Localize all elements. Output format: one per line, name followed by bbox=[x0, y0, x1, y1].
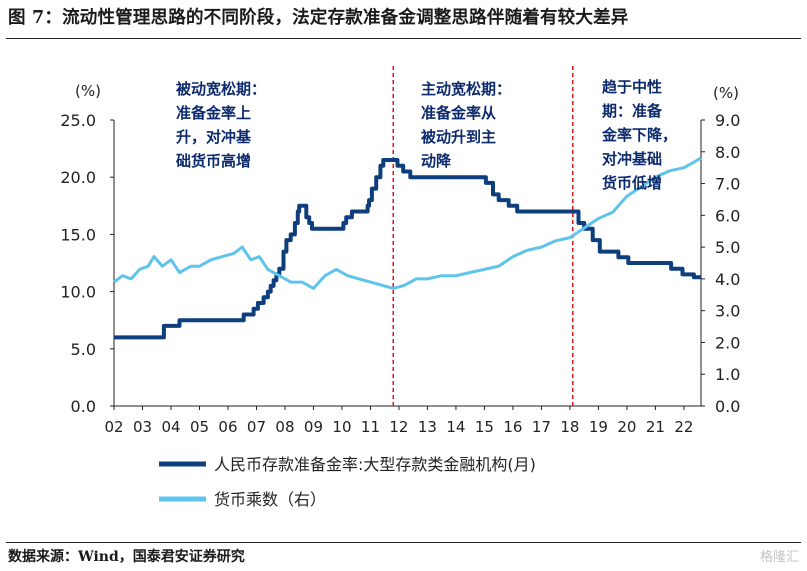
x-tick-label: 21 bbox=[646, 418, 665, 436]
phase-annotation-1-line: 准备金率上 bbox=[176, 104, 251, 122]
figure-title: 图 7：流动性管理思路的不同阶段，法定存款准备金调整思路伴随着有较大差异 bbox=[8, 8, 629, 28]
phase-annotation-1-line: 被动宽松期： bbox=[176, 80, 266, 98]
x-tick-label: 09 bbox=[304, 418, 323, 436]
phase-annotation-3-line: 对冲基础 bbox=[602, 150, 662, 168]
top-rule bbox=[6, 38, 801, 39]
bottom-rule bbox=[6, 542, 801, 543]
right-y-tick-label: 8.0 bbox=[715, 143, 740, 162]
phase-annotation-2-line: 动降 bbox=[421, 152, 452, 170]
right-y-tick-label: 6.0 bbox=[715, 206, 740, 225]
x-tick-label: 07 bbox=[247, 418, 266, 436]
source-note: 数据来源：Wind，国泰君安证券研究 bbox=[8, 549, 245, 565]
phase-annotation-3-line: 金率下降， bbox=[601, 126, 677, 144]
x-tick-label: 14 bbox=[446, 418, 465, 436]
watermark-logo: 格隆汇 bbox=[759, 550, 799, 565]
x-tick-label: 16 bbox=[503, 418, 522, 436]
x-tick-label: 05 bbox=[190, 418, 209, 436]
x-tick-label: 22 bbox=[674, 418, 693, 436]
right-y-tick-label: 3.0 bbox=[715, 302, 740, 321]
phase-annotation-2-line: 主动宽松期： bbox=[421, 80, 511, 98]
x-tick-label: 20 bbox=[617, 418, 636, 436]
right-y-tick-label: 9.0 bbox=[715, 111, 740, 130]
phase-annotation-3-line: 期：准备 bbox=[602, 102, 663, 120]
money-multiplier-line bbox=[113, 156, 702, 290]
left-y-tick-label: 20.0 bbox=[60, 168, 96, 187]
phase-annotation-1-line: 升，对冲基 bbox=[176, 128, 252, 146]
x-tick-label: 12 bbox=[389, 418, 408, 436]
phase-annotation-2-line: 被动升到主 bbox=[421, 128, 496, 146]
legend-label-money-multiplier: 货币乘数（右） bbox=[214, 490, 326, 509]
legend-label-reserve-ratio: 人民币存款准备金率:大型存款类金融机构(月) bbox=[214, 455, 536, 474]
left-y-tick-label: 10.0 bbox=[60, 283, 96, 302]
left-y-tick-label: 0.0 bbox=[71, 397, 96, 416]
x-tick-label: 17 bbox=[532, 418, 551, 436]
x-tick-label: 15 bbox=[475, 418, 494, 436]
left-y-tick-label: 15.0 bbox=[60, 225, 96, 244]
x-tick-label: 03 bbox=[133, 418, 152, 436]
x-tick-label: 08 bbox=[275, 418, 294, 436]
x-tick-label: 10 bbox=[332, 418, 351, 436]
x-tick-label: 02 bbox=[104, 418, 123, 436]
right-y-tick-label: 1.0 bbox=[715, 365, 740, 384]
x-tick-label: 11 bbox=[361, 418, 380, 436]
x-tick-label: 06 bbox=[218, 418, 237, 436]
x-tick-label: 19 bbox=[589, 418, 608, 436]
chart: (%) (%) 0.0 5.0 10.0 15.0 20.0 25.0 0.0 1.0 2.0 3.0… bbox=[60, 66, 740, 509]
x-tick-label: 18 bbox=[560, 418, 579, 436]
phase-annotation-1-line: 础货币高增 bbox=[176, 152, 251, 170]
phase-annotation-3-line: 货币低增 bbox=[602, 174, 662, 192]
right-y-tick-label: 4.0 bbox=[715, 270, 740, 289]
right-y-tick-label: 7.0 bbox=[715, 175, 740, 194]
left-y-tick-label: 5.0 bbox=[71, 340, 96, 359]
right-y-tick-label: 5.0 bbox=[715, 238, 740, 257]
left-y-axis-unit: (%) bbox=[75, 82, 101, 100]
x-tick-label: 04 bbox=[161, 418, 180, 436]
right-y-tick-label: 2.0 bbox=[715, 333, 740, 352]
phase-annotation-3-line: 趋于中性 bbox=[602, 78, 662, 96]
right-y-tick-label: 0.0 bbox=[715, 397, 740, 416]
left-y-tick-label: 25.0 bbox=[60, 111, 96, 130]
chart-series bbox=[113, 156, 702, 340]
right-y-axis-unit: (%) bbox=[713, 84, 739, 102]
phase-annotation-2-line: 准备金率从 bbox=[421, 104, 496, 122]
chart-legend: 人民币存款准备金率:大型存款类金融机构(月) 货币乘数（右） bbox=[159, 455, 536, 509]
reserve-ratio-line bbox=[114, 158, 701, 340]
x-tick-label: 13 bbox=[418, 418, 437, 436]
chart-axes: (%) (%) 0.0 5.0 10.0 15.0 20.0 25.0 0.0 1.0 2.0 3.0… bbox=[60, 82, 740, 436]
